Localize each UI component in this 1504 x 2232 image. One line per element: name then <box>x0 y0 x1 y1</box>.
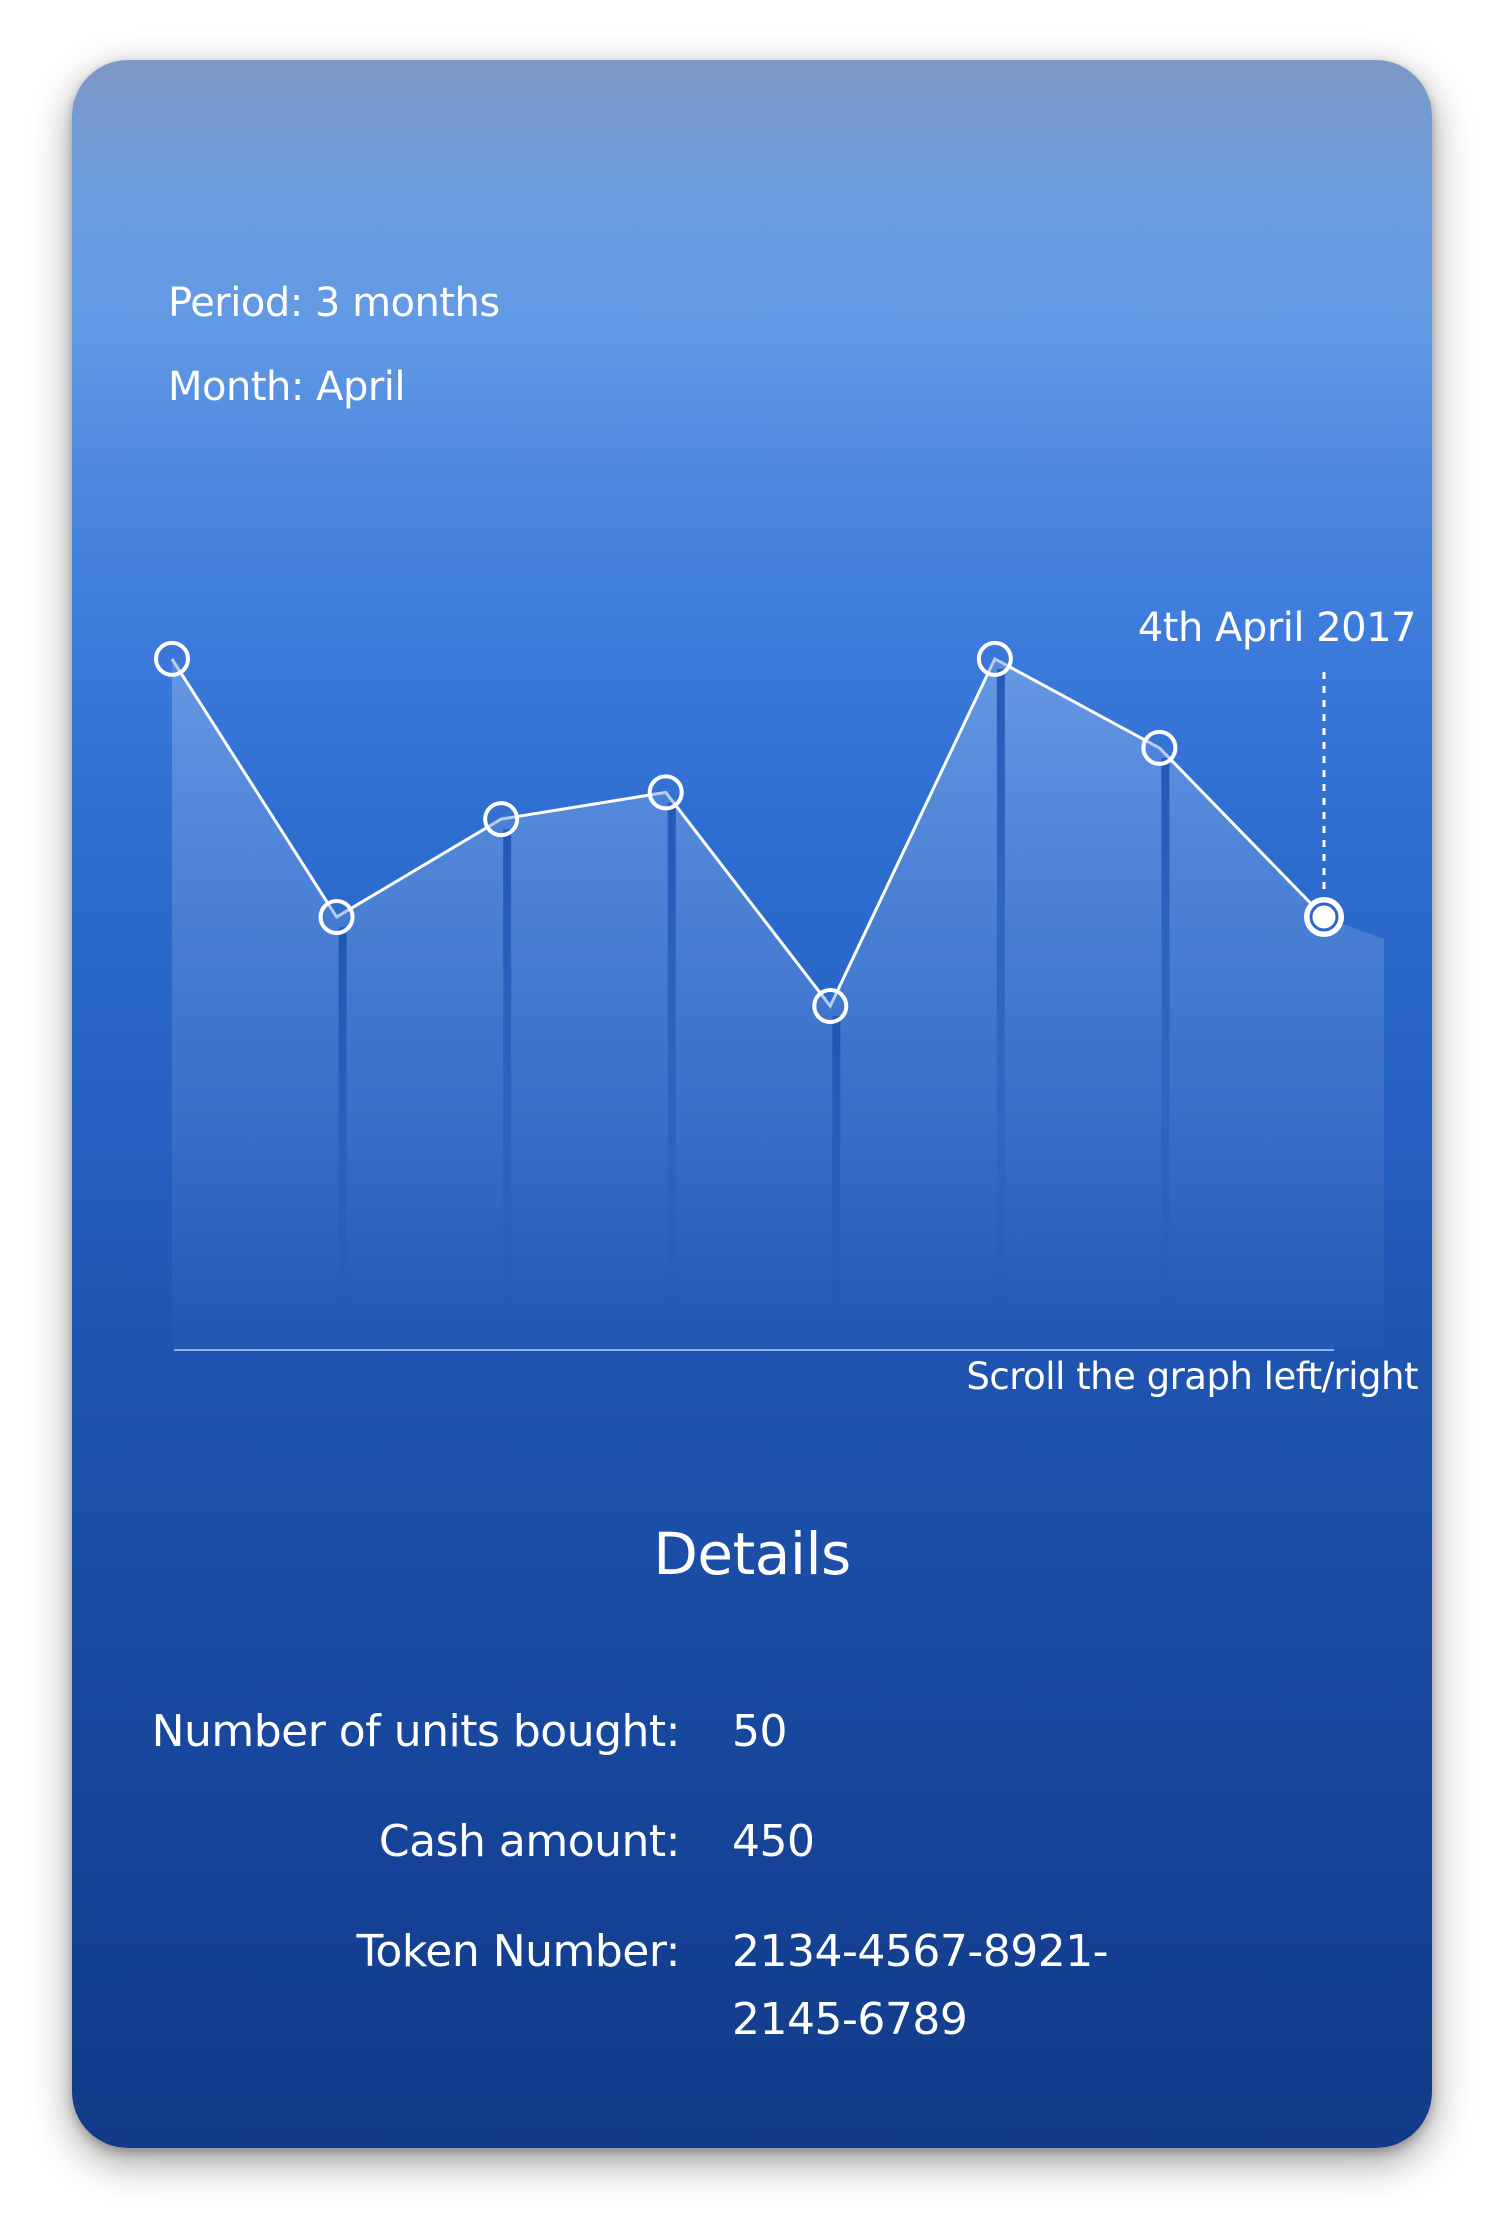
data-point[interactable] <box>318 899 355 935</box>
selected-point-ring <box>1309 902 1339 932</box>
chart-column-shade <box>996 668 1005 1342</box>
chart-markers[interactable] <box>154 640 1344 1024</box>
chart-column-shade <box>1161 757 1170 1342</box>
month-value: April <box>316 364 406 410</box>
scroll-hint: Scroll the graph left/right <box>966 1355 1418 1398</box>
period-info: Period: 3 months <box>168 280 500 326</box>
data-point[interactable] <box>1141 729 1178 766</box>
token-value: 2134-4567-8921- 2145-6789 <box>732 1926 1109 2045</box>
selected-date-label: 4th April 2017 <box>1137 605 1417 651</box>
data-point[interactable] <box>154 640 190 677</box>
data-point[interactable] <box>812 988 849 1024</box>
series-line <box>170 656 1326 1009</box>
chart-column-shade <box>503 829 512 1342</box>
units-label: Number of units bought: <box>151 1706 681 1757</box>
units-value: 50 <box>732 1706 788 1757</box>
chart-column-shade <box>832 1016 841 1342</box>
token-label: Token Number: <box>356 1926 681 1977</box>
transaction-card: Period: 3 months Month: April 4 <box>72 60 1432 2148</box>
month-info: Month: April <box>168 364 406 410</box>
chart-area-layer <box>172 658 1384 1350</box>
chart-column-shade <box>667 802 676 1342</box>
details-heading: Details <box>653 1520 851 1588</box>
line-chart-svg[interactable] <box>72 60 1432 1560</box>
month-label: Month: <box>168 364 304 410</box>
period-label: Period: <box>168 280 303 326</box>
data-point[interactable] <box>483 801 520 838</box>
cash-value: 450 <box>732 1816 815 1867</box>
chart-area-fill <box>172 658 1384 1350</box>
period-value: 3 months <box>314 280 500 326</box>
line-chart[interactable]: 4th April 2017 Scroll the graph left/rig… <box>72 60 1432 1560</box>
chart-column-shade <box>338 927 347 1342</box>
cash-label: Cash amount: <box>378 1816 681 1867</box>
data-point[interactable] <box>647 774 684 811</box>
data-point[interactable] <box>976 640 1013 677</box>
